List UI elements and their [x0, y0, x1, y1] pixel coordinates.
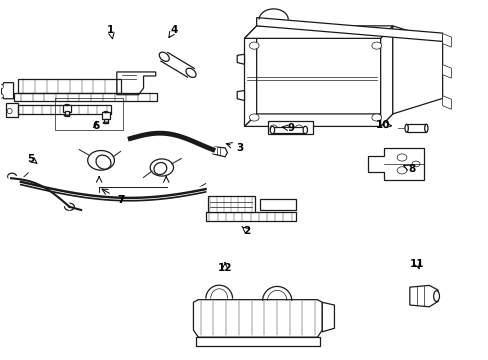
Polygon shape	[63, 105, 71, 112]
Circle shape	[396, 154, 406, 161]
Circle shape	[371, 42, 381, 49]
Ellipse shape	[154, 162, 166, 175]
Polygon shape	[237, 54, 244, 64]
Polygon shape	[256, 18, 442, 41]
Polygon shape	[272, 127, 305, 133]
Polygon shape	[244, 26, 256, 126]
Text: 8: 8	[408, 164, 415, 174]
Ellipse shape	[65, 104, 69, 105]
Text: 12: 12	[217, 262, 232, 273]
Text: 10: 10	[375, 120, 389, 130]
Polygon shape	[196, 337, 319, 346]
Text: 5: 5	[27, 154, 34, 163]
Polygon shape	[244, 114, 392, 126]
Polygon shape	[442, 96, 450, 109]
Ellipse shape	[0, 94, 3, 98]
Circle shape	[371, 114, 381, 121]
Polygon shape	[193, 300, 322, 337]
Ellipse shape	[269, 125, 277, 131]
Polygon shape	[259, 199, 295, 210]
Circle shape	[249, 42, 259, 49]
Ellipse shape	[303, 126, 307, 134]
Text: 7: 7	[117, 195, 124, 204]
Circle shape	[18, 179, 24, 184]
Text: 11: 11	[409, 259, 424, 269]
Ellipse shape	[64, 115, 70, 116]
Text: 3: 3	[236, 143, 243, 153]
Polygon shape	[237, 90, 244, 100]
Polygon shape	[64, 111, 69, 116]
Polygon shape	[322, 302, 334, 332]
Polygon shape	[368, 148, 424, 180]
Polygon shape	[442, 64, 450, 78]
Ellipse shape	[96, 155, 111, 169]
Ellipse shape	[270, 126, 274, 134]
Text: 6: 6	[92, 121, 100, 131]
Text: 9: 9	[286, 123, 294, 133]
Polygon shape	[103, 118, 108, 123]
Text: 2: 2	[243, 226, 250, 236]
Polygon shape	[406, 124, 426, 132]
Polygon shape	[442, 33, 450, 47]
Circle shape	[396, 167, 406, 174]
Circle shape	[249, 114, 259, 121]
Ellipse shape	[103, 122, 108, 123]
Circle shape	[411, 161, 419, 167]
Polygon shape	[409, 285, 437, 307]
Ellipse shape	[404, 124, 407, 132]
Polygon shape	[207, 196, 255, 212]
Circle shape	[8, 173, 17, 180]
Circle shape	[11, 177, 16, 181]
Ellipse shape	[185, 68, 196, 77]
Ellipse shape	[424, 124, 427, 132]
Ellipse shape	[87, 150, 114, 170]
Polygon shape	[244, 26, 392, 39]
Ellipse shape	[0, 85, 3, 89]
Ellipse shape	[104, 112, 108, 113]
Text: 4: 4	[170, 25, 177, 35]
Polygon shape	[205, 212, 295, 221]
Polygon shape	[392, 26, 442, 114]
Polygon shape	[212, 147, 227, 157]
Text: 1: 1	[107, 25, 114, 35]
Polygon shape	[267, 121, 312, 134]
Polygon shape	[380, 26, 392, 126]
Ellipse shape	[150, 159, 173, 176]
Polygon shape	[102, 112, 110, 119]
Circle shape	[64, 203, 74, 210]
Ellipse shape	[433, 291, 439, 301]
Text: 7: 7	[117, 195, 124, 204]
Ellipse shape	[159, 52, 169, 61]
Ellipse shape	[295, 125, 302, 131]
Ellipse shape	[7, 108, 12, 114]
